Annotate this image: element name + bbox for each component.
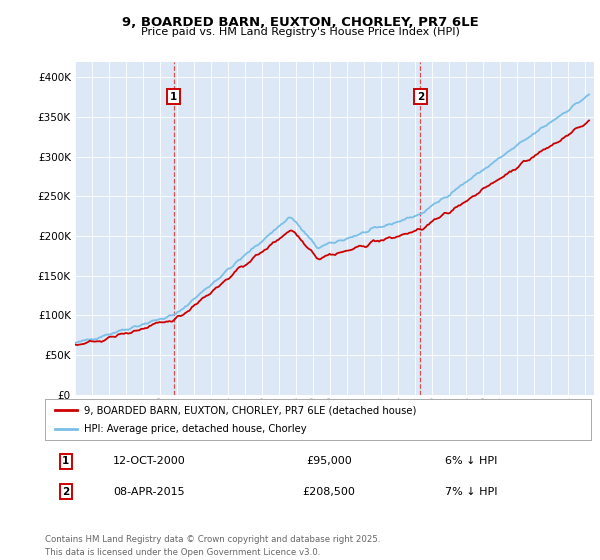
Text: 2: 2 bbox=[62, 487, 70, 497]
Text: 12-OCT-2000: 12-OCT-2000 bbox=[112, 456, 185, 466]
Text: 7% ↓ HPI: 7% ↓ HPI bbox=[445, 487, 497, 497]
Text: 08-APR-2015: 08-APR-2015 bbox=[113, 487, 185, 497]
Text: 1: 1 bbox=[170, 92, 177, 101]
Text: £95,000: £95,000 bbox=[306, 456, 352, 466]
Text: HPI: Average price, detached house, Chorley: HPI: Average price, detached house, Chor… bbox=[85, 424, 307, 433]
Text: Price paid vs. HM Land Registry's House Price Index (HPI): Price paid vs. HM Land Registry's House … bbox=[140, 27, 460, 37]
Text: £208,500: £208,500 bbox=[302, 487, 355, 497]
Text: 9, BOARDED BARN, EUXTON, CHORLEY, PR7 6LE (detached house): 9, BOARDED BARN, EUXTON, CHORLEY, PR7 6L… bbox=[85, 405, 416, 415]
Text: Contains HM Land Registry data © Crown copyright and database right 2025.
This d: Contains HM Land Registry data © Crown c… bbox=[45, 535, 380, 557]
Text: 1: 1 bbox=[62, 456, 70, 466]
Text: 9, BOARDED BARN, EUXTON, CHORLEY, PR7 6LE: 9, BOARDED BARN, EUXTON, CHORLEY, PR7 6L… bbox=[122, 16, 478, 29]
Text: 6% ↓ HPI: 6% ↓ HPI bbox=[445, 456, 497, 466]
Text: 2: 2 bbox=[416, 92, 424, 101]
